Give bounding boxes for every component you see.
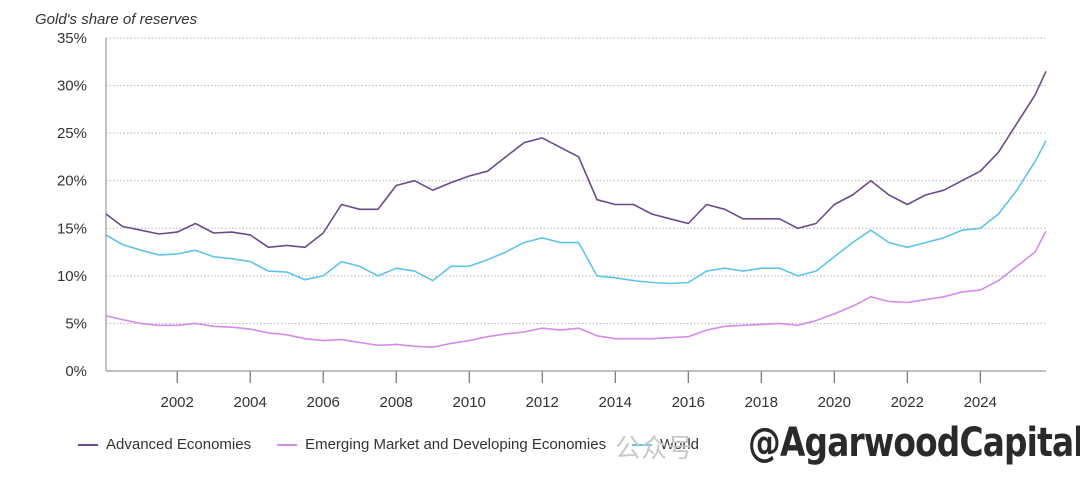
legend-label: World: [660, 436, 699, 453]
x-axis-ticks: 2002 2004 2006 2008 2010 2012 2014 2016 2018 2020…: [160, 371, 997, 411]
y-tick-label: 30%: [57, 78, 87, 95]
legend-swatch-advanced: [78, 443, 98, 446]
legend-item-advanced[interactable]: Advanced Economies: [78, 436, 251, 453]
series-line-world: [105, 140, 1047, 285]
legend-label: Advanced Economies: [106, 436, 252, 453]
y-tick-label: 10%: [57, 268, 87, 285]
x-tick-label: 2022: [891, 394, 924, 411]
x-tick-label: 2014: [599, 394, 632, 411]
chart-title: Gold's share of reserves: [35, 11, 198, 28]
x-tick-label: 2010: [453, 394, 486, 411]
legend-item-emerging[interactable]: Emerging Market and Developing Economies: [277, 436, 606, 453]
legend-swatch-emerging: [277, 443, 298, 446]
watermark-handle: @AgarwoodCapital: [748, 420, 1080, 466]
x-tick-label: 2008: [380, 394, 413, 411]
x-tick-label: 2018: [745, 394, 778, 411]
legend: Advanced Economies Emerging Market and D…: [78, 436, 725, 453]
y-tick-label: 25%: [57, 125, 87, 142]
series-line-advanced-economies: [105, 70, 1047, 249]
x-tick-label: 2004: [234, 394, 267, 411]
x-tick-label: 2020: [818, 394, 851, 411]
legend-swatch-world: [632, 443, 653, 446]
y-tick-label: 35%: [57, 30, 87, 47]
x-tick-label: 2016: [672, 394, 705, 411]
legend-item-world[interactable]: World: [632, 436, 699, 453]
x-tick-label: 2002: [160, 394, 193, 411]
x-tick-label: 2006: [307, 394, 340, 411]
series-line-emerging-market-and-developing-economies: [105, 230, 1047, 349]
x-tick-label: 2012: [526, 394, 559, 411]
legend-label: Emerging Market and Developing Economies: [305, 436, 607, 453]
y-tick-label: 15%: [57, 220, 87, 237]
x-tick-label: 2024: [964, 394, 997, 411]
watermark-faint-text: 公众号: [615, 433, 694, 463]
y-tick-label: 20%: [57, 173, 87, 190]
y-axis-ticks: 0% 5% 10% 15% 20% 25% 30% 35%: [57, 30, 87, 380]
y-tick-label: 0%: [65, 363, 87, 380]
gridlines: [106, 37, 1046, 324]
y-tick-label: 5%: [65, 315, 87, 332]
series-lines: [105, 70, 1047, 349]
